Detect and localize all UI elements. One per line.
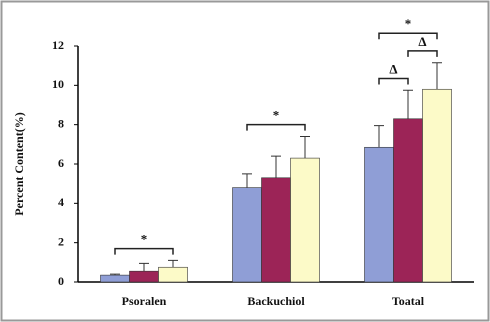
significance-bracket xyxy=(378,77,409,85)
x-tick-label: Backuchiol xyxy=(247,294,305,308)
y-tick-label: 6 xyxy=(58,156,64,170)
y-tick-label: 0 xyxy=(58,274,64,288)
significance-bracket xyxy=(246,123,306,131)
y-tick-label: 2 xyxy=(58,234,64,248)
bar xyxy=(232,187,262,283)
error-bar xyxy=(403,89,413,119)
significance-mark: Δ xyxy=(418,34,426,49)
error-bar xyxy=(242,173,252,188)
bar xyxy=(290,157,320,283)
x-tick-label: Toatal xyxy=(392,294,425,308)
significance-bracket xyxy=(114,247,174,255)
error-bar xyxy=(271,155,281,178)
error-bar xyxy=(139,262,149,272)
error-bar xyxy=(168,259,178,268)
significance-bracket xyxy=(407,50,438,57)
significance-bracket xyxy=(378,32,438,40)
error-bar xyxy=(300,135,310,159)
error-bar xyxy=(110,273,120,276)
significance-mark: * xyxy=(273,108,280,123)
x-tick-label: Psoralen xyxy=(122,294,167,308)
y-axis-label: Percent Content(%) xyxy=(12,112,26,215)
bar xyxy=(393,118,423,283)
bar xyxy=(261,177,291,283)
bar xyxy=(100,274,130,283)
significance-mark: * xyxy=(405,16,412,31)
y-tick-label: 12 xyxy=(52,38,64,52)
error-bar xyxy=(374,125,384,148)
bar xyxy=(158,266,188,283)
y-tick-label: 10 xyxy=(52,77,64,91)
bar xyxy=(129,270,159,283)
error-bar xyxy=(432,62,442,90)
y-tick-label: 4 xyxy=(58,195,64,209)
bar xyxy=(422,88,452,283)
bar xyxy=(364,146,394,283)
significance-mark: Δ xyxy=(389,61,397,76)
y-tick-label: 8 xyxy=(58,116,64,130)
significance-mark: * xyxy=(141,232,148,247)
